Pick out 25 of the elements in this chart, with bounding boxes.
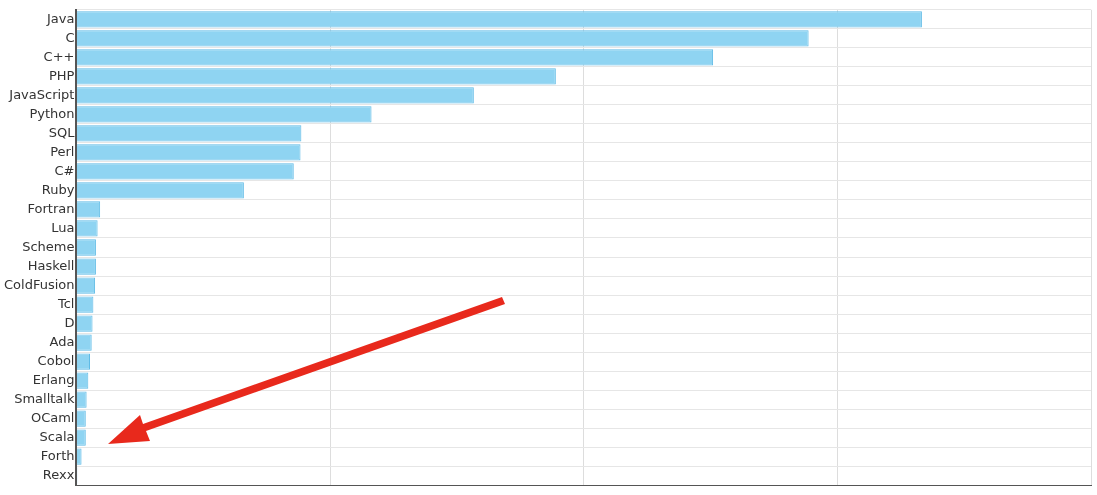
y-tick-label: SQL [48,124,76,140]
y-tick-label: ColdFusion [3,276,75,292]
y-tick-label: Cobol [37,352,75,368]
y-tick-label: Ada [49,333,75,349]
y-tick-label: Scala [39,429,75,445]
y-tick-label: Smalltalk [14,391,75,406]
y-tick-label: OCaml [30,410,75,426]
y-tick-label: Fortran [27,200,75,216]
y-tick-label: Haskell [27,257,75,273]
y-tick-label: Scheme [22,238,75,254]
y-tick-label: Lua [51,219,75,235]
y-tick-label: Erlang [32,371,75,387]
y-tick-label: JavaScript [8,86,75,102]
y-tick-label: Python [29,105,75,121]
y-tick-label: C [65,29,75,45]
y-tick-label: PHP [49,67,75,83]
y-tick-label: C# [54,162,75,178]
y-tick-label: C++ [43,48,75,64]
y-tick-label: Forth [40,448,75,464]
y-tick-label: Java [46,10,75,26]
y-tick-label: Tcl [56,295,75,311]
y-tick-label: D [64,314,75,330]
y-tick-label: Perl [50,143,75,159]
y-tick-label: Rexx [42,467,75,483]
y-tick-label: Ruby [41,181,75,197]
